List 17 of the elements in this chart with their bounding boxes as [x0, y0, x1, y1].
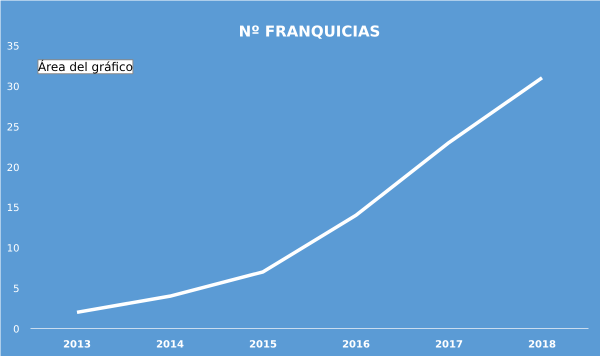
y-tick-label: 10 — [6, 244, 20, 255]
y-tick-label: 5 — [13, 284, 20, 296]
y-tick-label: 15 — [6, 203, 20, 214]
x-tick-label: 2016 — [342, 340, 370, 350]
x-tick-label: 2018 — [528, 340, 556, 350]
y-tick-label: 35 — [6, 42, 20, 52]
x-tick-label: 2014 — [156, 340, 184, 350]
y-tick-label: 0 — [13, 324, 20, 336]
y-tick-label: 25 — [6, 122, 20, 134]
y-tick-label: 30 — [6, 82, 20, 93]
x-tick-label: 2017 — [435, 340, 463, 350]
annotation: Área del gráfico — [38, 58, 133, 74]
line-series — [75, 76, 544, 314]
x-tick-label: 2013 — [63, 340, 91, 350]
chart-title: Nº FRANQUICIAS — [238, 22, 380, 40]
y-tick-label: 20 — [6, 162, 20, 174]
x-tick-label: 2015 — [249, 340, 277, 350]
